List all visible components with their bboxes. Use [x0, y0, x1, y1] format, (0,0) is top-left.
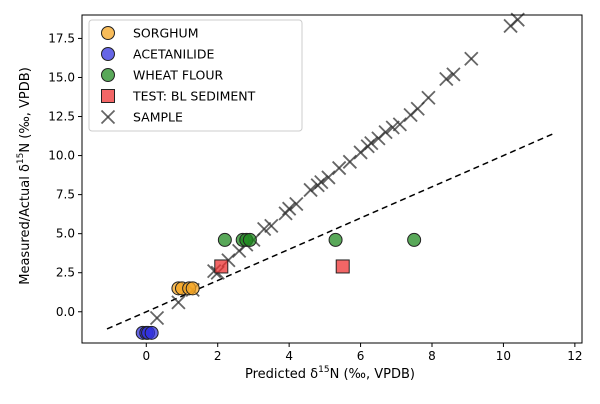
point-sample-0 — [149, 310, 165, 326]
x-stroke-b — [364, 135, 379, 151]
y-tick-label: 17.5 — [48, 31, 75, 45]
point-sample-18 — [332, 160, 347, 176]
point-sample-31 — [446, 67, 461, 82]
x-tick-label: 2 — [214, 349, 222, 363]
point-wheat-flour-3 — [242, 232, 257, 247]
point-wheat-flour-0 — [217, 232, 232, 247]
point-sample-25 — [385, 120, 400, 135]
point-wheat-flour-4 — [328, 232, 343, 247]
legend-marker-sample — [100, 109, 116, 125]
point-sample-9 — [257, 221, 272, 237]
legend-box — [88, 19, 303, 132]
x-tick-label: 10 — [496, 349, 511, 363]
point-sample-30 — [439, 71, 454, 87]
legend-label-sample: SAMPLE — [133, 110, 183, 125]
x-axis-label: Predicted δ15N (‰, VPDB) — [245, 365, 415, 382]
y-tick-label: 10.0 — [48, 149, 75, 163]
point-test-bl-sediment-1 — [335, 259, 350, 274]
series-sorghum — [171, 281, 200, 296]
x-stroke-b — [264, 218, 279, 233]
x-tick-label: 4 — [285, 349, 293, 363]
x-axis-label-sup: 15 — [318, 365, 329, 375]
x-stroke-b — [171, 295, 186, 310]
x-stroke-b — [342, 154, 357, 169]
x-stroke-b — [385, 120, 400, 135]
legend-marker-acetanilide — [101, 47, 115, 61]
legend-label-sorghum: SORGHUM — [133, 26, 198, 41]
series-test-bl-sediment — [214, 259, 350, 274]
x-stroke-b — [421, 90, 436, 105]
point-sample-17 — [321, 170, 336, 185]
y-tick-label: 5.0 — [56, 227, 75, 241]
point-sample-12 — [282, 201, 297, 216]
y-axis-label: Measured/Actual δ15N (‰, VPDB) — [16, 67, 33, 285]
point-sample-19 — [342, 154, 357, 169]
point-sample-32 — [464, 51, 479, 66]
point-sample-14 — [303, 182, 318, 198]
x-stroke-b — [392, 117, 407, 132]
x-stroke-b — [439, 71, 454, 87]
y-axis-label-main: Measured/Actual δ — [18, 164, 33, 285]
y-tick-label: 0.0 — [56, 305, 75, 319]
reference-line — [106, 133, 554, 330]
point-sorghum-3 — [185, 281, 200, 296]
legend-marker-test-bl-sediment — [101, 89, 115, 103]
series-wheat-flour — [217, 232, 422, 247]
y-tick-label: 12.5 — [48, 110, 75, 124]
legend-label-acetanilide: ACETANILIDE — [133, 47, 214, 62]
x-stroke-b — [314, 174, 329, 190]
y-axis-label-sup: 15 — [16, 153, 26, 164]
x-stroke-b — [303, 182, 318, 198]
x-tick-label: 0 — [142, 349, 150, 363]
x-stroke-b — [321, 170, 336, 185]
plot-frame — [81, 14, 583, 344]
point-test-bl-sediment-0 — [214, 259, 229, 274]
x-tick-label: 12 — [567, 349, 582, 363]
point-sample-13 — [289, 196, 304, 212]
x-stroke-b — [282, 201, 297, 216]
x-stroke-b — [289, 196, 304, 212]
x-stroke-b — [149, 310, 165, 326]
x-stroke-b — [464, 51, 479, 66]
y-axis-label-rest: N (‰, VPDB) — [18, 67, 33, 152]
x-tick-label: 6 — [357, 349, 365, 363]
point-acetanilide-3 — [144, 325, 159, 340]
legend-marker-sorghum — [101, 26, 115, 40]
point-sample-10 — [264, 218, 279, 233]
legend: SORGHUM ACETANILIDE WHEAT FLOUR TEST: BL SE… — [88, 19, 303, 132]
x-stroke-b — [446, 67, 461, 82]
x-stroke-b — [100, 109, 116, 125]
point-wheat-flour-5 — [407, 232, 422, 247]
y-tick-label: 2.5 — [56, 266, 75, 280]
plot-layer — [106, 12, 554, 340]
point-sample-1 — [171, 295, 186, 310]
y-tick-label: 15.0 — [48, 70, 75, 84]
x-stroke-b — [332, 160, 347, 176]
y-tick-label: 7.5 — [56, 188, 75, 202]
series-acetanilide — [135, 325, 159, 340]
point-sample-22 — [364, 135, 379, 151]
axes-layer: 0 2 4 6 8 10 12 0.0 2.5 5.0 7.5 10.0 12.5 15.0 17.5 — [48, 14, 583, 363]
point-sample-29 — [421, 90, 436, 105]
legend-label-wheat-flour: WHEAT FLOUR — [133, 68, 224, 83]
x-tick-label: 8 — [428, 349, 436, 363]
legend-label-test-bl-sediment: TEST: BL SEDIMENT — [132, 89, 256, 104]
x-stroke-b — [257, 221, 272, 237]
legend-marker-wheat-flour — [101, 68, 115, 82]
point-sample-26 — [392, 117, 407, 132]
point-sample-16 — [314, 174, 329, 190]
x-axis-label-main: Predicted δ — [245, 367, 318, 382]
x-axis-label-rest: N (‰, VPDB) — [330, 367, 415, 382]
x-stroke-b — [378, 125, 393, 140]
point-sample-24 — [378, 125, 393, 140]
